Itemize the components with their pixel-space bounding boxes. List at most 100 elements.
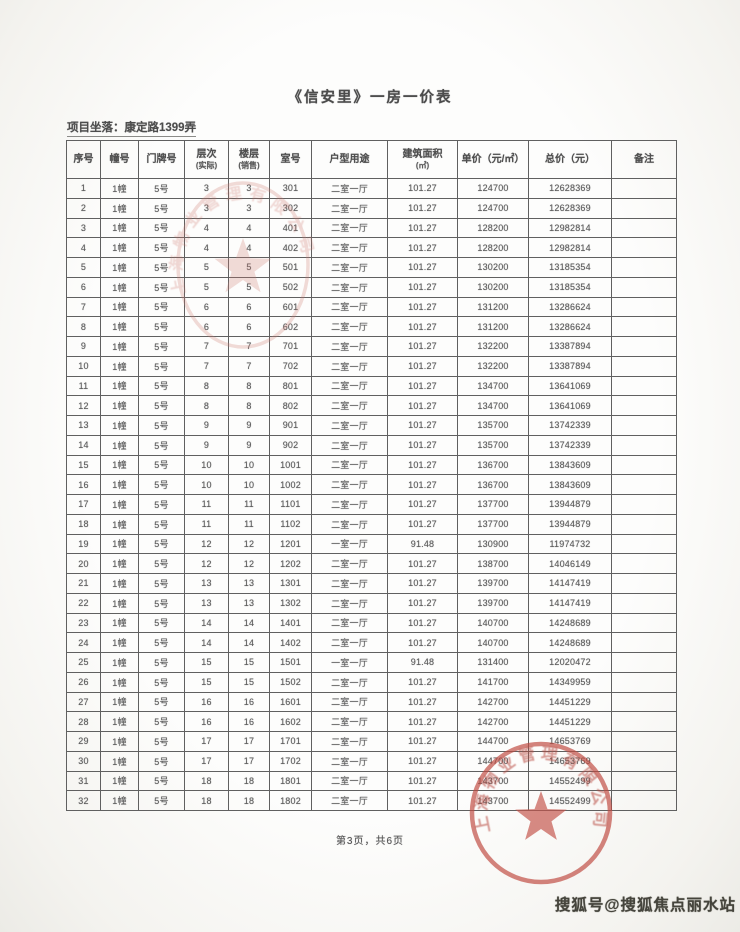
table-cell: 8	[66, 316, 101, 337]
table-cell: 140700	[457, 612, 529, 634]
table-row: 23 1幢 5号 14 14 1401 二室一厅 101.27 140700 14248689	[66, 612, 677, 634]
table-cell: 101.27	[387, 711, 458, 732]
table-cell: 二室一厅	[311, 513, 388, 535]
table-cell: 13	[184, 573, 229, 594]
table-cell: 18	[228, 770, 270, 792]
table-cell: 二室一厅	[311, 237, 388, 258]
table-cell: 14653769	[528, 750, 612, 772]
table-cell: 3	[184, 178, 229, 199]
table-row: 12 1幢 5号 8 8 802 二室一厅 101.27 134700 13641069	[66, 395, 677, 416]
table-cell: 32	[66, 790, 101, 811]
table-cell: 二室一厅	[311, 592, 388, 614]
table-cell: 二室一厅	[311, 770, 388, 792]
table-cell: 1幢	[100, 355, 139, 377]
table-cell: 28	[66, 711, 101, 732]
table-cell: 501	[269, 257, 312, 278]
table-cell: 101.27	[387, 573, 458, 594]
table-cell: 128200	[457, 237, 529, 258]
table-cell: 101.27	[387, 296, 458, 318]
table-cell: 26	[66, 671, 101, 693]
table-row: 13 1幢 5号 9 9 901 二室一厅 101.27 135700 13742339	[66, 415, 677, 436]
table-cell: 124700	[457, 178, 529, 199]
table-cell: 二室一厅	[311, 178, 388, 199]
table-row: 22 1幢 5号 13 13 1302 二室一厅 101.27 139700 14147419	[66, 592, 677, 614]
table-row: 17 1幢 5号 11 11 1101 二室一厅 101.27 137700 13944879	[66, 494, 677, 515]
table-cell: 801	[269, 375, 312, 397]
table-row: 10 1幢 5号 7 7 702 二室一厅 101.27 132200 13387894	[66, 355, 677, 377]
table-cell: 二室一厅	[311, 711, 388, 732]
table-cell: 9	[66, 336, 101, 357]
table-cell: 1401	[269, 612, 312, 634]
table-cell: 10	[184, 454, 229, 476]
column-header: 备注	[611, 140, 677, 179]
table-cell: 101.27	[387, 731, 458, 752]
table-cell: 301	[269, 178, 312, 199]
table-cell: 8	[184, 395, 229, 416]
table-cell: 14552499	[528, 770, 612, 792]
table-cell: 6	[184, 316, 229, 337]
table-cell: 7	[66, 296, 101, 318]
table-cell: 29	[66, 731, 101, 752]
price-table: 序号 幢号 门牌号 层次 (实际) 楼层 (销售) 室号 户型用途 建筑面积 (㎡) 单价（元/㎡）总…	[66, 140, 677, 811]
table-cell: 二室一厅	[311, 257, 388, 278]
table-row: 2 1幢 5号 3 3 302 二室一厅 101.27 124700 12628369	[66, 197, 677, 219]
table-cell: 5号	[138, 296, 185, 318]
table-row: 26 1幢 5号 15 15 1502 二室一厅 101.27 141700 14349959	[66, 671, 677, 693]
table-cell	[611, 197, 677, 219]
table-cell	[611, 395, 677, 416]
table-cell: 5号	[138, 494, 185, 515]
table-cell: 1幢	[100, 454, 139, 476]
table-cell: 二室一厅	[311, 632, 388, 653]
table-cell: 91.48	[387, 652, 458, 673]
table-cell: 101.27	[387, 553, 458, 574]
table-cell: 5号	[138, 316, 185, 337]
column-header: 总价（元）	[528, 140, 612, 179]
column-header: 层次 (实际)	[184, 140, 229, 179]
table-cell: 9	[228, 434, 270, 456]
table-cell	[611, 513, 677, 535]
table-row: 11 1幢 5号 8 8 801 二室一厅 101.27 134700 13641069	[66, 375, 677, 397]
table-cell: 8	[228, 375, 270, 397]
table-cell	[611, 355, 677, 377]
table-cell: 13944879	[528, 494, 612, 515]
table-cell: 1幢	[100, 553, 139, 574]
table-row: 3 1幢 5号 4 4 401 二室一厅 101.27 128200 12982814	[66, 217, 677, 239]
table-row: 28 1幢 5号 16 16 1602 二室一厅 101.27 142700 14451229	[66, 711, 677, 732]
table-cell: 11	[184, 494, 229, 515]
table-cell: 1幢	[100, 434, 139, 456]
table-cell: 101.27	[387, 592, 458, 614]
table-cell: 130200	[457, 257, 529, 278]
table-cell: 18	[184, 770, 229, 792]
table-cell: 141700	[457, 671, 529, 693]
table-cell: 12628369	[528, 197, 612, 219]
table-cell: 5号	[138, 375, 185, 397]
table-cell: 16	[184, 691, 229, 713]
table-cell	[611, 296, 677, 318]
table-cell: 二室一厅	[311, 395, 388, 416]
table-cell: 5号	[138, 474, 185, 495]
watermark-text: 搜狐号@搜狐焦点丽水站	[554, 897, 736, 914]
table-cell: 4	[184, 237, 229, 258]
table-cell: 10	[184, 474, 229, 495]
table-cell: 137700	[457, 494, 529, 515]
table-cell: 1幢	[100, 217, 139, 239]
table-cell: 12982814	[528, 237, 612, 258]
table-cell: 5号	[138, 237, 185, 258]
table-cell: 二室一厅	[311, 474, 388, 495]
table-cell: 143700	[457, 770, 529, 792]
table-cell: 17	[184, 731, 229, 752]
table-cell: 5号	[138, 434, 185, 456]
table-cell: 1幢	[100, 790, 139, 811]
table-cell: 136700	[457, 454, 529, 476]
table-cell: 101.27	[387, 336, 458, 357]
table-cell: 14046149	[528, 553, 612, 574]
table-cell: 18	[228, 790, 270, 811]
table-row: 4 1幢 5号 4 4 402 二室一厅 101.27 128200 12982814	[66, 237, 677, 258]
table-row: 20 1幢 5号 12 12 1202 二室一厅 101.27 138700 14046149	[66, 553, 677, 574]
table-cell: 14248689	[528, 632, 612, 653]
table-cell: 5号	[138, 652, 185, 673]
table-cell: 二室一厅	[311, 553, 388, 574]
table-cell: 17	[228, 750, 270, 772]
column-header: 建筑面积 (㎡)	[387, 140, 458, 179]
table-cell: 二室一厅	[311, 731, 388, 752]
